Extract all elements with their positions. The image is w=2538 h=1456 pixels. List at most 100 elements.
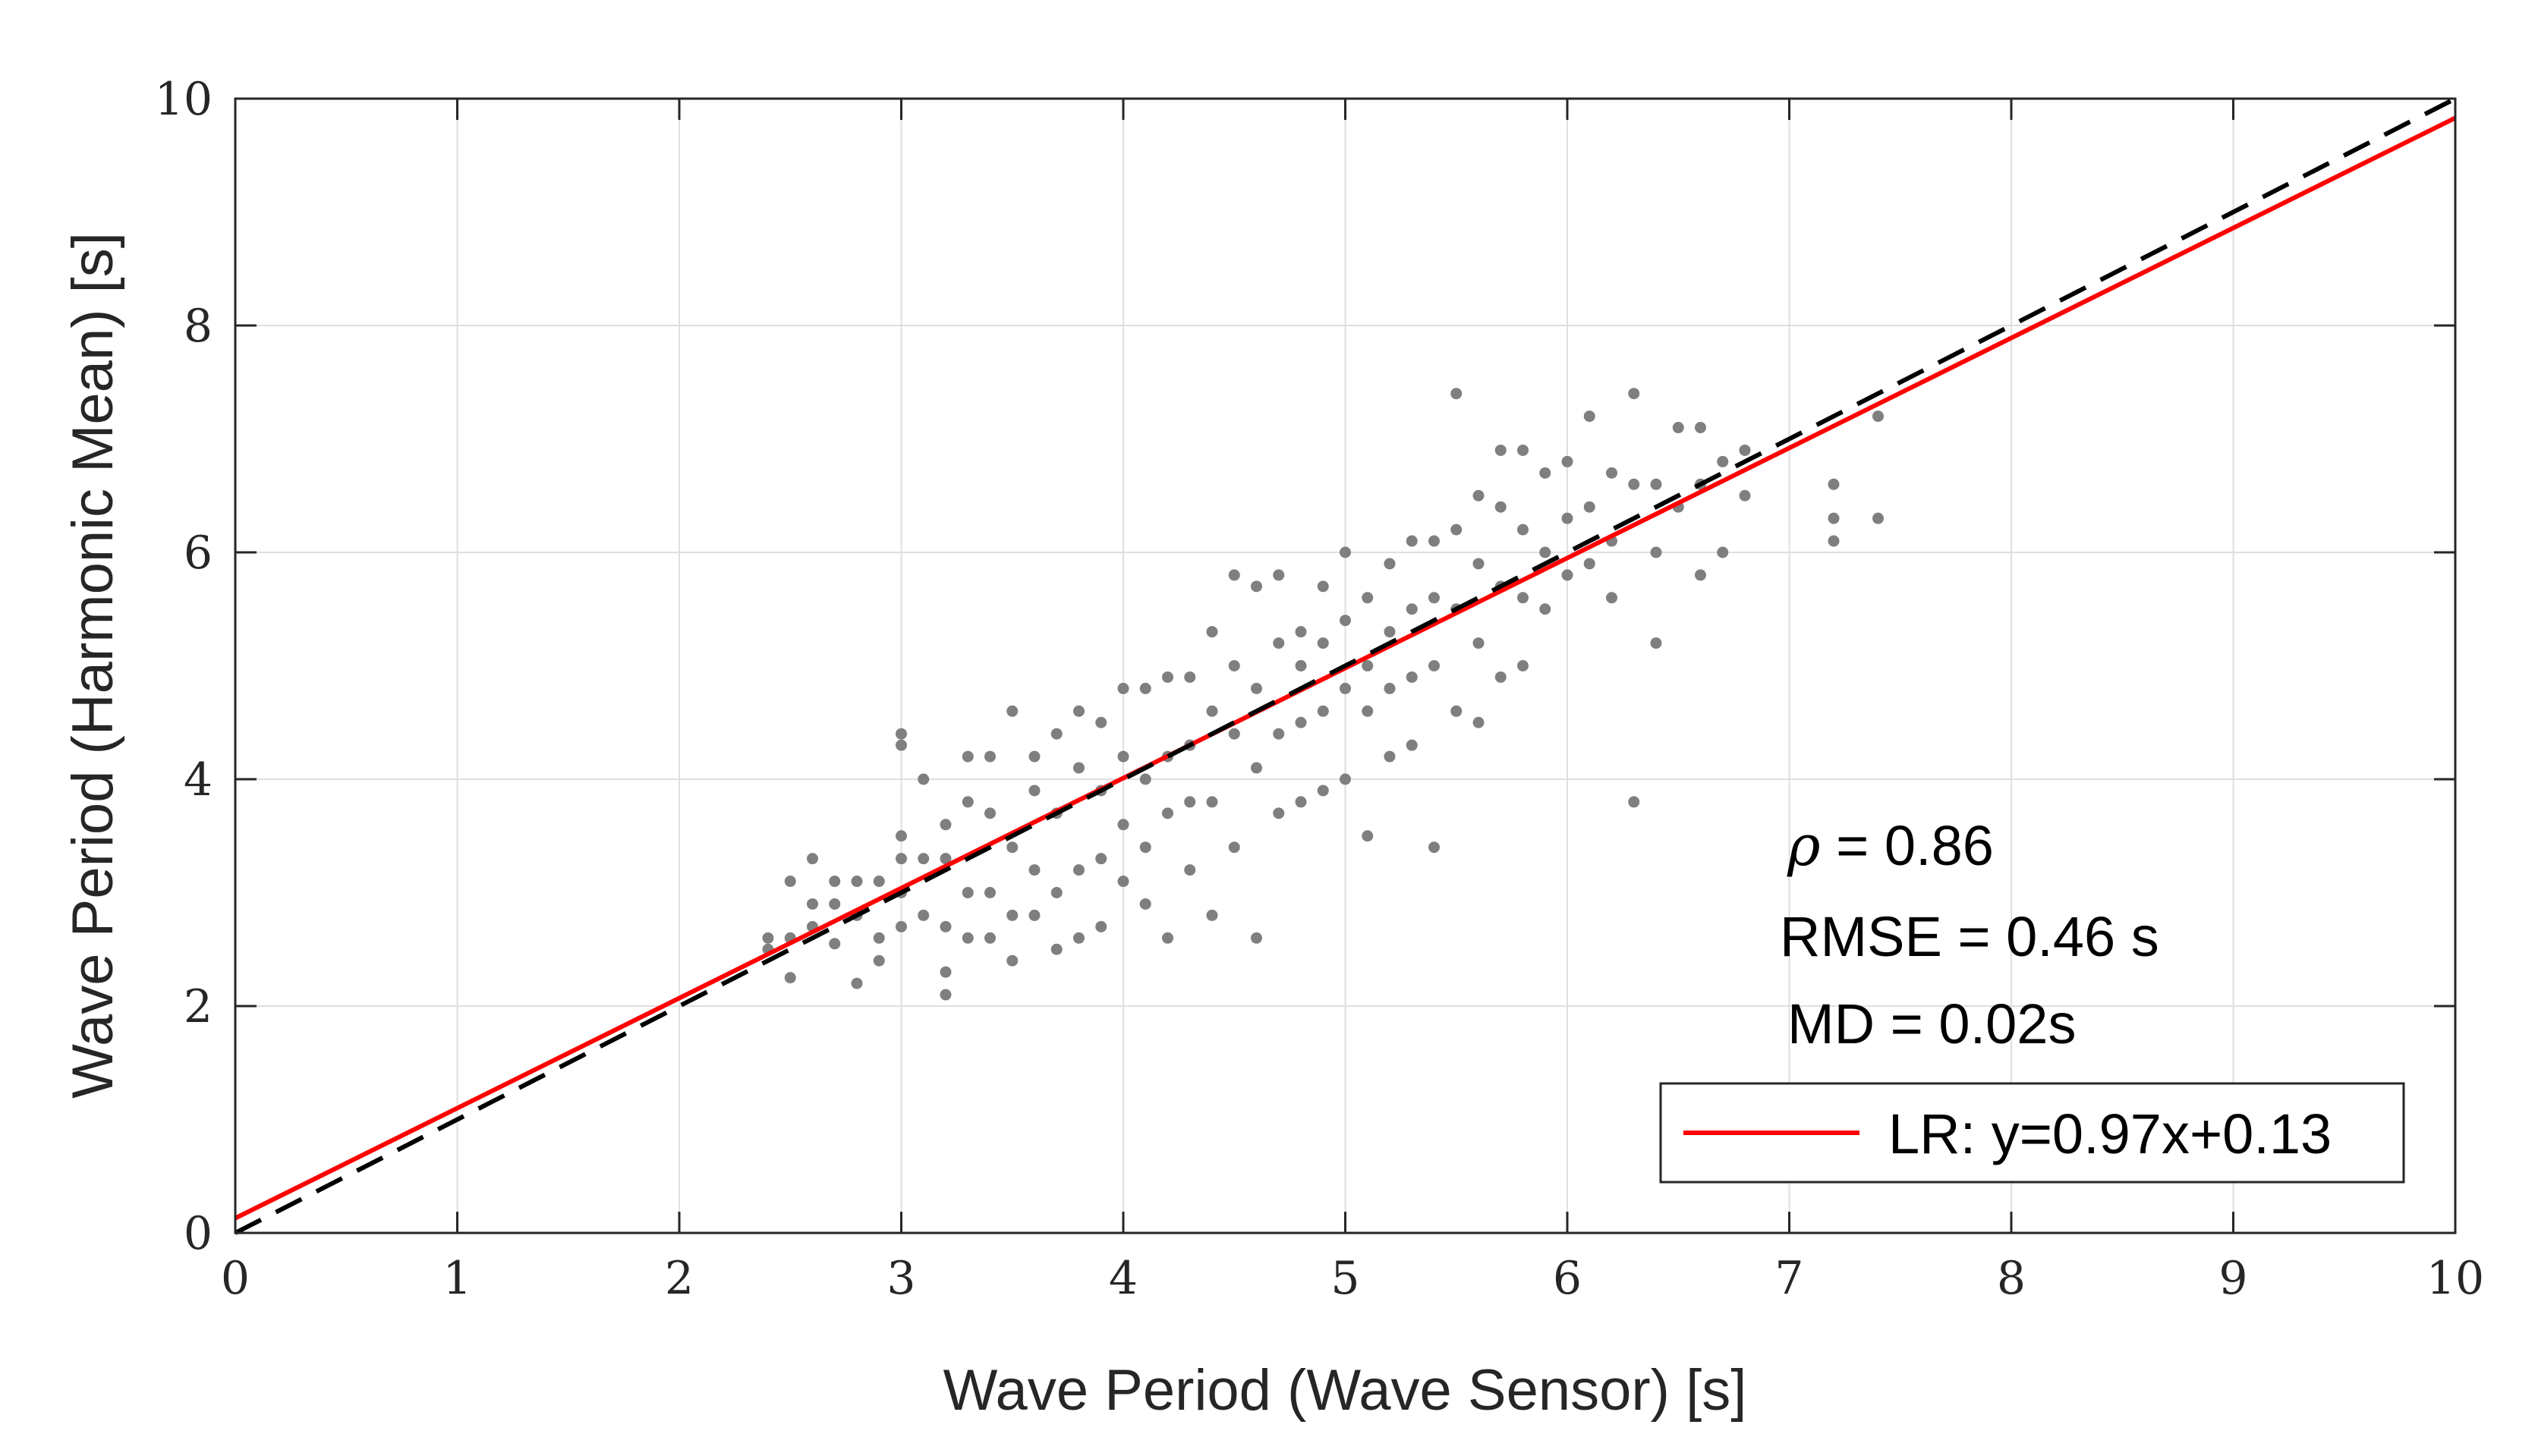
scatter-point [1695,422,1706,434]
scatter-point [1539,603,1551,615]
scatter-point [1184,671,1196,683]
scatter-point [1317,637,1329,649]
rho-annotation: ρ = 0.86 [1787,813,1994,879]
scatter-point [807,898,818,910]
scatter-point [1139,773,1151,785]
scatter-point [1650,637,1662,649]
scatter-point [1095,853,1107,865]
scatter-point [1362,830,1374,842]
scatter-point [1539,467,1551,479]
x-tick-label: 1 [442,1252,471,1305]
scatter-point [784,876,796,888]
scatter-point [1162,671,1173,683]
scatter-point [1606,467,1617,479]
scatter-point [984,932,996,944]
scatter-point [1428,592,1440,604]
scatter-point [1406,671,1418,683]
scatter-point [1251,580,1262,593]
scatter-point [1561,569,1573,581]
scatter-point [1450,388,1463,400]
scatter-point [940,853,952,865]
scatter-point [1406,535,1418,547]
scatter-point [1073,932,1085,944]
scatter-point [1273,728,1285,740]
scatter-point [1472,637,1485,649]
scatter-point [1206,796,1218,808]
scatter-point [1717,455,1729,467]
scatter-point [1251,682,1262,694]
scatter-point [1583,410,1595,423]
scatter-point [1050,728,1063,740]
scatter-point [1828,478,1840,490]
scatter-point [1472,489,1485,502]
scatter-point [829,876,841,888]
y-tick-label: 0 [184,1207,213,1260]
scatter-point [1028,864,1041,876]
scatter-point [873,954,885,967]
scatter-point [1228,569,1240,581]
x-tick-label: 4 [1109,1252,1138,1305]
y-axis-label: Wave Period (Harmonic Mean) [s] [61,232,125,1099]
scatter-point [1139,898,1151,910]
scatter-point [873,876,885,888]
x-tick-label: 7 [1774,1252,1803,1305]
scatter-point [1450,524,1463,536]
axis-ticks [234,97,2457,1234]
scatter-point [1428,841,1440,854]
scatter-point [1739,489,1751,502]
scatter-points [762,388,1884,1001]
scatter-point [918,909,930,921]
scatter-point [1739,444,1751,456]
legend: LR: y=0.97x+0.13 [1659,1082,2405,1184]
scatter-point [1561,512,1573,524]
scatter-point [940,989,952,1001]
scatter-point [1050,943,1063,955]
y-tick-label: 10 [155,73,213,126]
scatter-point [1251,932,1262,944]
scatter-point [1384,682,1396,694]
scatter-point [1362,592,1374,604]
scatter-point [1295,626,1307,638]
scatter-point [1028,785,1041,797]
scatter-point [1340,682,1351,694]
scatter-point [1273,569,1285,581]
scatter-point [896,920,907,932]
scatter-point [1384,750,1396,763]
scatter-point [1583,558,1595,570]
x-tick-label: 8 [1997,1252,2026,1305]
scatter-point [1228,728,1240,740]
scatter-point [1583,501,1595,513]
scatter-point [1117,819,1129,831]
scatter-point [873,932,885,944]
legend-entry-regression: LR: y=0.97x+0.13 [1888,1102,2332,1165]
scatter-point [1672,422,1684,434]
scatter-point [1650,478,1662,490]
scatter-point [1028,750,1041,763]
scatter-point [1139,841,1151,854]
scatter-point [1095,920,1107,932]
md-annotation: MD = 0.02s [1787,992,2076,1055]
scatter-point [1428,660,1440,671]
scatter-point [1561,455,1573,467]
scatter-point [896,728,907,740]
scatter-point [1517,660,1529,671]
scatter-point [1340,546,1351,558]
y-tick-label: 4 [184,753,213,807]
scatter-point [1340,615,1351,627]
scatter-point [1317,705,1329,717]
scatter-point [962,932,974,944]
x-tick-label: 5 [1330,1252,1359,1305]
scatter-point [1872,410,1884,423]
scatter-point [1139,682,1151,694]
scatter-point [1295,660,1307,671]
scatter-point [1206,626,1218,638]
scatter-point [962,887,974,898]
scatter-point [1006,841,1019,854]
scatter-point [1695,569,1706,581]
scatter-point [1517,524,1529,536]
x-tick-label: 0 [221,1252,250,1305]
scatter-point [1517,444,1529,456]
scatter-point [1273,807,1285,819]
scatter-point [1340,773,1351,785]
scatter-point [1117,750,1129,763]
